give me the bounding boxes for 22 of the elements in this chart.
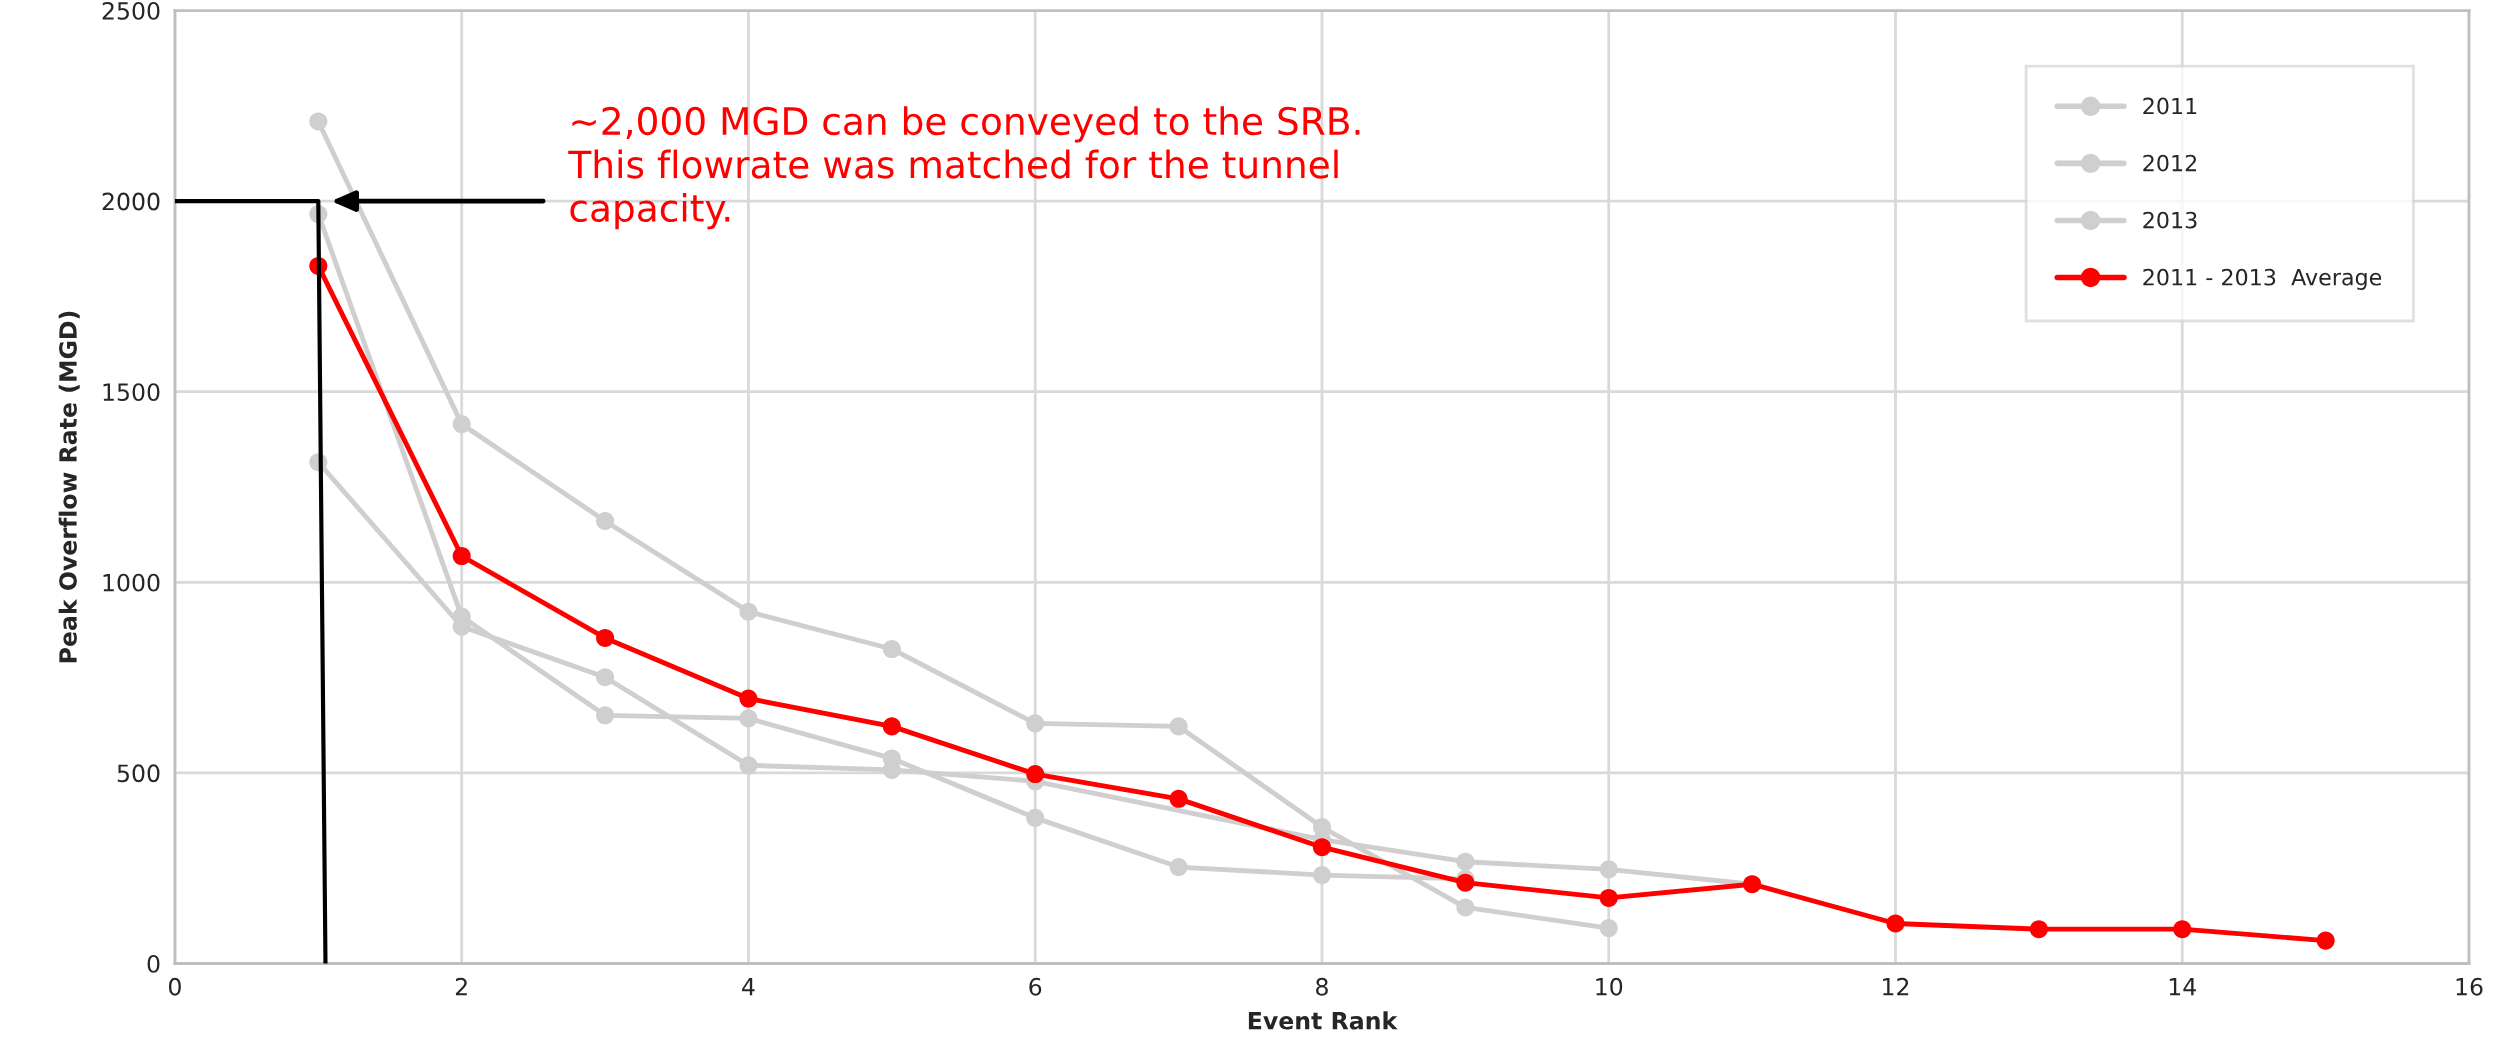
x-tick-label: 2 xyxy=(455,977,467,996)
x-tick-label: 14 xyxy=(2169,978,2196,996)
x-tick-label: 8 xyxy=(1316,977,1328,996)
legend-label: 2011 - 2013 Average xyxy=(2143,268,2382,290)
y-tick-label: 500 xyxy=(117,764,160,783)
y-axis-title: Peak Overflow Rate (MGD) xyxy=(58,311,80,663)
legend-label: 2011 xyxy=(2143,97,2197,115)
x-tick-label: 12 xyxy=(1883,977,1909,996)
legend-label: 2012 xyxy=(2143,154,2197,172)
y-tick-label: 2500 xyxy=(102,1,160,20)
legend-label: 2013 xyxy=(2143,211,2197,229)
y-tick-label: 1500 xyxy=(103,383,160,402)
x-tick-label: 6 xyxy=(1029,977,1042,996)
x-tick-label: 16 xyxy=(2456,977,2483,996)
y-tick-label: 2000 xyxy=(102,192,160,211)
x-tick-label: 4 xyxy=(742,978,755,996)
x-tick-label: 0 xyxy=(168,977,181,996)
y-tick-label: 0 xyxy=(147,954,160,973)
x-tick-label: 10 xyxy=(1596,977,1623,996)
y-tick-label: 1000 xyxy=(103,573,160,592)
annotation: ~2,000 MGD can be conveyed to the SRB. This flowrate was matched for the tunnel capacity. xyxy=(568,106,1360,230)
x-axis-title: Event Rank xyxy=(1248,1011,1398,1030)
